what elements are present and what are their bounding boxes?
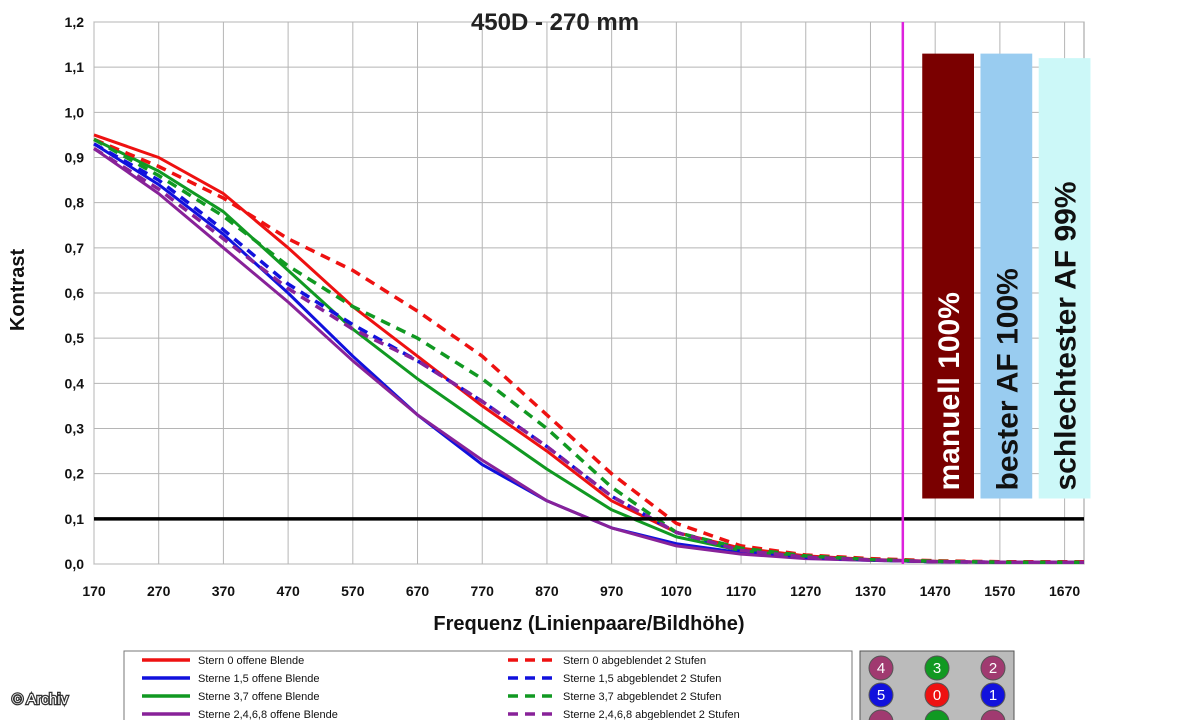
star-key-number: 1 (989, 687, 997, 704)
af-bar (1038, 58, 1091, 499)
y-tick-label: 0,8 (65, 195, 85, 211)
af-bar-label: manuell 100% (933, 292, 966, 490)
x-tick-label: 670 (406, 583, 430, 599)
star-key-dot (868, 709, 894, 720)
star-key-dot (924, 655, 950, 681)
star-key: 4 3 2 5 0 1 (859, 650, 1015, 720)
star-key-dot (868, 655, 894, 681)
chart-title: 450D - 270 mm (471, 9, 639, 36)
x-tick-label: 1070 (661, 583, 692, 599)
legend-box (123, 650, 853, 720)
y-tick-label: 0,0 (65, 556, 85, 572)
x-tick-label: 770 (471, 583, 495, 599)
x-axis-label: Frequenz (Linienpaare/Bildhöhe) (433, 613, 744, 635)
y-tick-label: 1,2 (65, 14, 85, 30)
x-tick-label: 270 (147, 583, 171, 599)
y-tick-label: 0,1 (65, 511, 85, 527)
x-tick-label: 170 (82, 583, 106, 599)
y-tick-label: 0,2 (65, 466, 85, 482)
y-ticks: 0,0 0,1 0,2 0,3 0,4 0,5 0,6 0,7 0,8 0,9 1,0 1,1 1,2 (65, 14, 85, 572)
x-tick-label: 1170 (726, 583, 757, 599)
x-tick-label: 470 (276, 583, 300, 599)
y-tick-label: 1,0 (65, 104, 85, 120)
y-tick-label: 0,4 (65, 375, 85, 391)
af-bar (922, 53, 974, 499)
x-tick-label: 870 (535, 583, 559, 599)
credit-text: © Archiv (12, 691, 69, 708)
legend-entry: Sterne 3,7 abgeblendet 2 Stufen (563, 691, 721, 703)
x-tick-label: 970 (600, 583, 624, 599)
star-key-dot (924, 682, 950, 708)
y-tick-label: 0,6 (65, 285, 85, 301)
legend-entry: Stern 0 abgeblendet 2 Stufen (563, 655, 706, 667)
x-tick-label: 1670 (1049, 583, 1080, 599)
star-key-number: 5 (877, 687, 885, 704)
af-bar-label: bester AF 100% (991, 268, 1024, 490)
legend-entry: Sterne 2,4,6,8 offene Blende (198, 709, 338, 720)
legend: Stern 0 offene Blende Sterne 1,5 offene B… (123, 650, 853, 720)
star-key-dot (980, 655, 1006, 681)
series-line (93, 147, 1084, 564)
legend-entry: Sterne 3,7 offene Blende (198, 691, 320, 703)
af-bars: manuell 100% bester AF 100% schlechtester … (922, 53, 1091, 499)
star-key-dot (980, 709, 1006, 720)
af-bar (980, 53, 1033, 499)
x-ticks: 170 270 370 470 570 670 770 870 970 1070 1170 1270 1… (82, 583, 1080, 599)
legend-entry: Sterne 1,5 abgeblendet 2 Stufen (563, 673, 721, 685)
y-tick-label: 0,9 (65, 150, 85, 166)
y-tick-label: 0,3 (65, 421, 85, 437)
x-tick-label: 1570 (984, 583, 1015, 599)
series-line (93, 137, 1084, 564)
grid (93, 21, 1084, 565)
y-axis-label: Kontrast (7, 249, 29, 332)
x-tick-label: 370 (212, 583, 236, 599)
reference-lines (94, 22, 1084, 564)
x-tick-label: 1470 (920, 583, 951, 599)
star-key-dot (868, 682, 894, 708)
af-bar-label: schlechtester AF 99% (1050, 181, 1083, 490)
x-tick-label: 570 (341, 583, 365, 599)
y-tick-label: 0,7 (65, 240, 85, 256)
y-tick-label: 1,1 (65, 59, 85, 75)
legend-entry: Stern 0 offene Blende (198, 655, 304, 667)
legend-entry: Sterne 2,4,6,8 abgeblendet 2 Stufen (563, 709, 740, 720)
legend-entry: Sterne 1,5 offene Blende (198, 673, 320, 685)
star-key-dot (980, 682, 1006, 708)
star-key-number: 0 (933, 687, 941, 704)
star-key-dot (924, 709, 950, 720)
x-tick-label: 1270 (790, 583, 821, 599)
star-key-number: 4 (877, 660, 885, 677)
y-tick-label: 0,5 (65, 330, 85, 346)
star-key-number: 3 (933, 660, 941, 677)
star-key-number: 2 (989, 660, 997, 677)
x-tick-label: 1370 (855, 583, 886, 599)
